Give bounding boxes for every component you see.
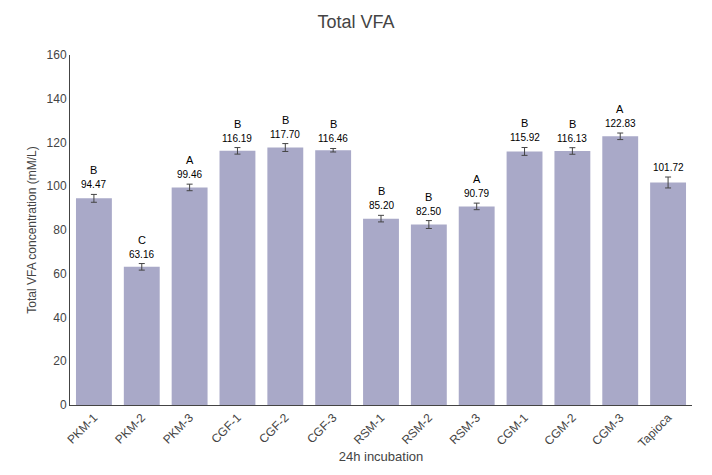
svg-text:40: 40 [53, 311, 67, 325]
svg-text:85.20: 85.20 [369, 200, 394, 211]
svg-text:RSM-1: RSM-1 [351, 411, 388, 448]
svg-text:117.70: 117.70 [270, 129, 300, 140]
svg-text:CGM-1: CGM-1 [494, 411, 531, 448]
svg-text:A: A [473, 173, 481, 185]
svg-text:B: B [90, 164, 97, 176]
svg-text:Tapioca: Tapioca [635, 411, 674, 450]
svg-text:CGF-3: CGF-3 [304, 411, 340, 447]
svg-text:B: B [234, 118, 241, 130]
svg-text:90.79: 90.79 [464, 188, 489, 199]
svg-text:CGF-1: CGF-1 [208, 411, 244, 447]
svg-text:99.46: 99.46 [177, 169, 202, 180]
svg-text:B: B [521, 117, 528, 129]
svg-text:80: 80 [53, 223, 67, 237]
svg-text:60: 60 [53, 267, 67, 281]
svg-text:116.13: 116.13 [557, 133, 587, 144]
svg-text:PKM-1: PKM-1 [64, 411, 100, 447]
svg-text:A: A [186, 154, 194, 166]
svg-text:C: C [138, 234, 146, 246]
svg-text:94.47: 94.47 [81, 179, 106, 190]
svg-text:RSM-2: RSM-2 [399, 411, 436, 448]
svg-text:B: B [378, 185, 385, 197]
svg-text:120: 120 [47, 136, 67, 150]
svg-text:B: B [425, 191, 432, 203]
svg-text:Total VFA concentration (mM/L): Total VFA concentration (mM/L) [25, 146, 39, 313]
svg-text:B: B [330, 118, 337, 130]
svg-text:RSM-3: RSM-3 [447, 411, 484, 448]
svg-text:Total VFA: Total VFA [317, 12, 394, 32]
svg-text:CGM-2: CGM-2 [541, 411, 578, 448]
svg-text:B: B [569, 118, 576, 130]
svg-text:CGF-2: CGF-2 [256, 411, 292, 447]
svg-text:116.19: 116.19 [222, 133, 252, 144]
svg-text:116.46: 116.46 [318, 133, 348, 144]
svg-text:140: 140 [47, 92, 67, 106]
svg-text:CGM-3: CGM-3 [589, 411, 626, 448]
svg-text:A: A [616, 103, 624, 115]
svg-text:63.16: 63.16 [129, 249, 154, 260]
svg-text:0: 0 [60, 398, 67, 412]
svg-text:24h incubation: 24h incubation [339, 449, 424, 464]
svg-text:115.92: 115.92 [510, 132, 540, 143]
svg-text:160: 160 [47, 48, 67, 62]
svg-text:100: 100 [47, 179, 67, 193]
svg-text:122.83: 122.83 [605, 118, 636, 129]
svg-text:PKM-3: PKM-3 [160, 411, 196, 447]
svg-text:20: 20 [53, 354, 67, 368]
svg-text:82.50: 82.50 [416, 206, 441, 217]
svg-text:PKM-2: PKM-2 [112, 411, 148, 447]
svg-text:101.72: 101.72 [653, 162, 684, 173]
svg-text:B: B [282, 114, 289, 126]
